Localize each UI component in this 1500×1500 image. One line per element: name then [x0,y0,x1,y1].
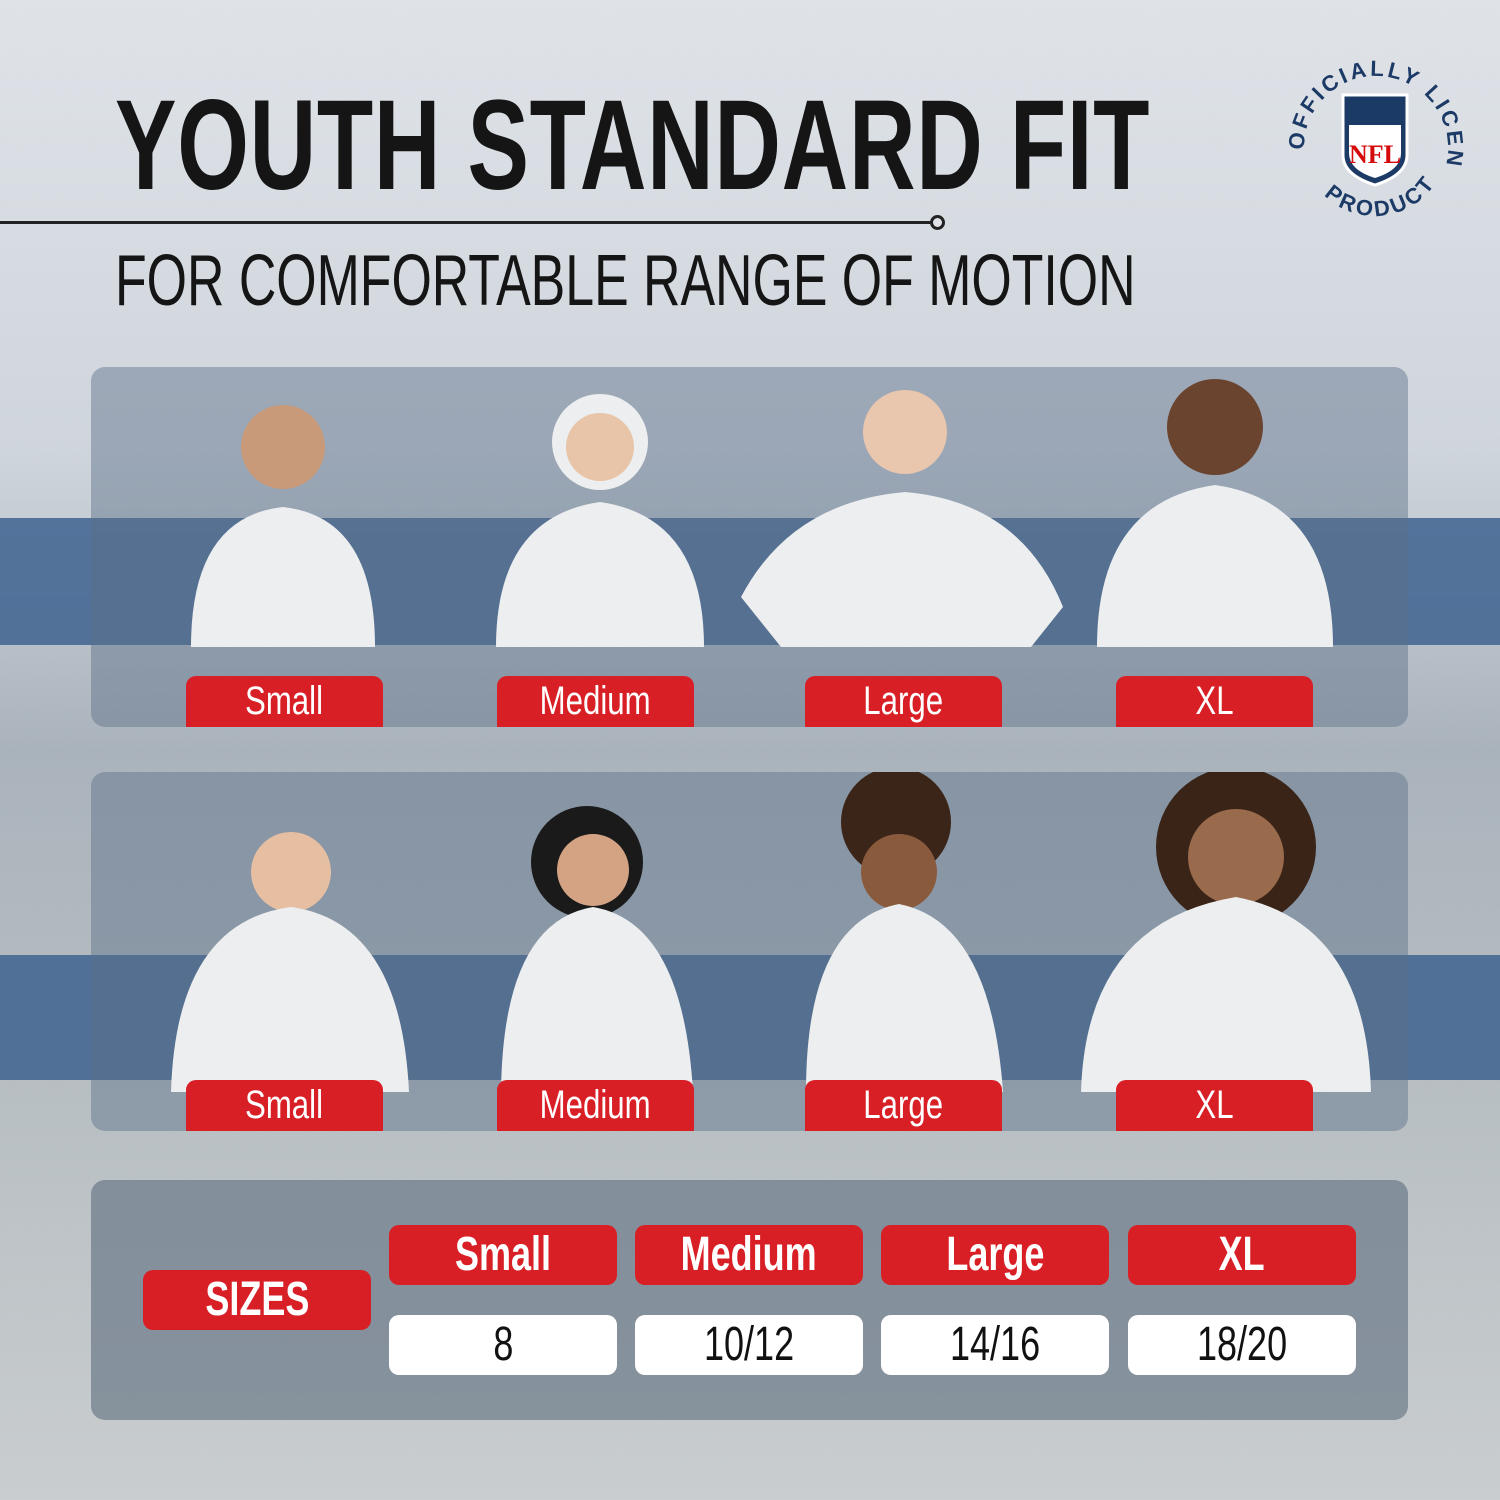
nfl-licensed-badge: OFFICIALLY LICENSED PRODUCT NFL [1275,35,1465,222]
size-label-xl: XL [1116,1080,1313,1131]
table-cell: 8 [389,1315,617,1375]
kid-xl [1081,772,1371,1092]
divider [0,221,935,224]
kids-photos [191,379,1333,647]
size-label-small: Small [186,1080,383,1131]
kid-large [741,390,1063,647]
table-header: Medium [635,1225,863,1285]
kid-small [191,405,375,647]
table-header: Small [389,1225,617,1285]
table-cell: 10/12 [635,1315,863,1375]
table-header: Large [881,1225,1109,1285]
size-label-large: Large [805,1080,1002,1131]
kid-xl [1097,379,1333,647]
page-subtitle: FOR COMFORTABLE RANGE OF MOTION [115,241,1136,321]
sizes-row-label: SIZES [143,1270,371,1330]
kid-large [806,772,1003,1092]
kid-medium [501,806,693,1092]
photo-panel-girls [91,772,1408,1131]
photo-panel-boys [91,367,1408,727]
page-title: YOUTH STANDARD FIT [115,74,1151,217]
size-label-medium: Medium [497,676,694,727]
size-label-xl: XL [1116,676,1313,727]
table-header: XL [1128,1225,1356,1285]
kid-medium [496,394,704,647]
table-cell: 18/20 [1128,1315,1356,1375]
table-cell: 14/16 [881,1315,1109,1375]
size-label-small: Small [186,676,383,727]
divider-dot [930,215,945,230]
size-label-large: Large [805,676,1002,727]
kids-photos [171,772,1371,1092]
kid-small [171,832,409,1092]
svg-text:NFL: NFL [1349,140,1401,169]
size-label-medium: Medium [497,1080,694,1131]
